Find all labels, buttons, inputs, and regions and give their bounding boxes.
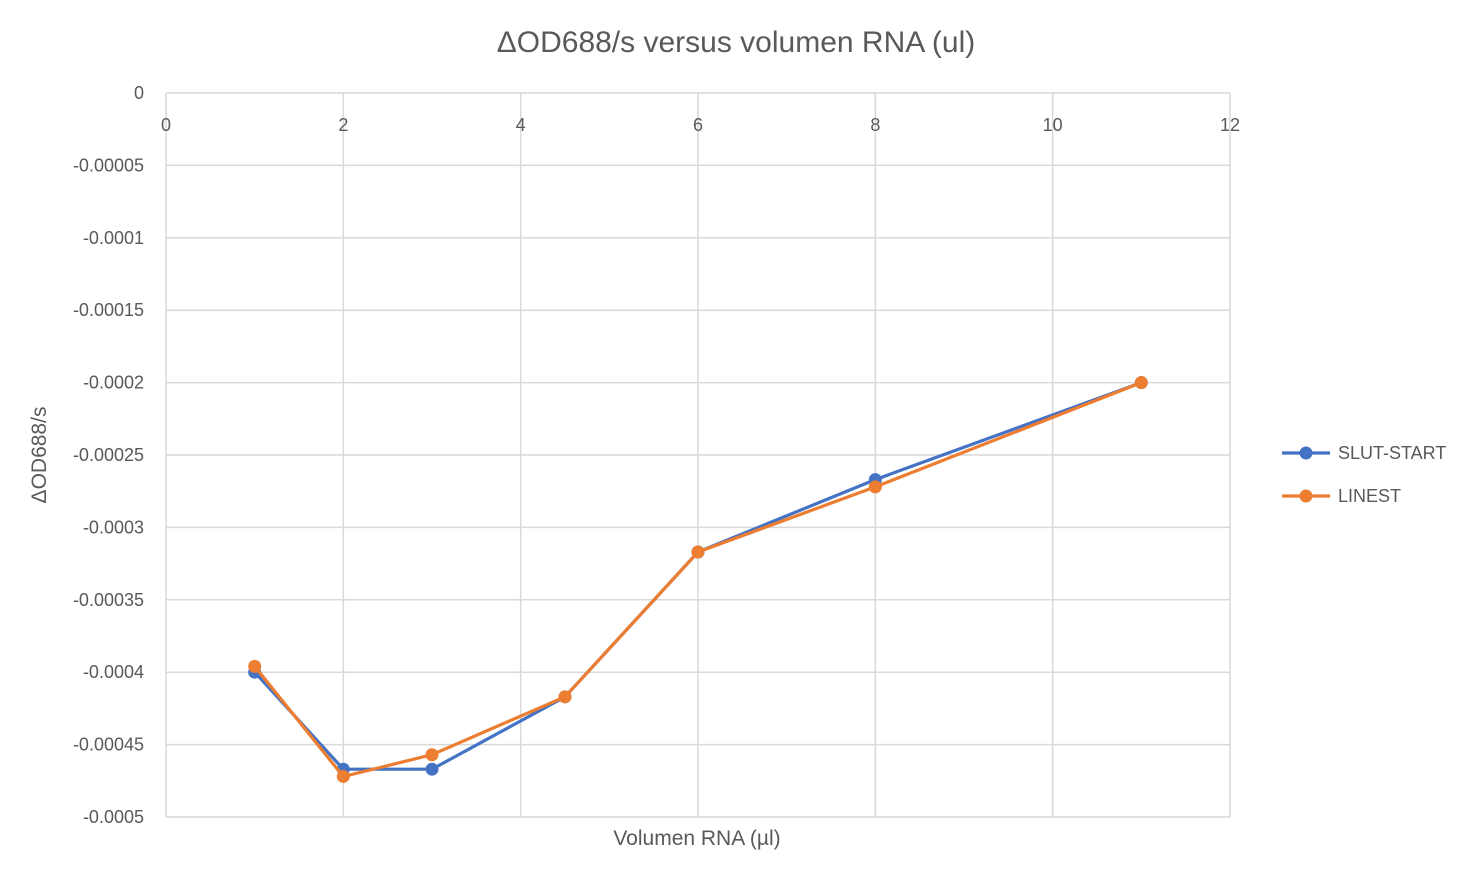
data-point bbox=[1134, 376, 1148, 390]
legend-marker bbox=[1299, 489, 1313, 503]
y-tick-label: -0.00015 bbox=[73, 300, 144, 320]
x-tick-label: 0 bbox=[161, 115, 171, 135]
x-tick-label: 12 bbox=[1220, 115, 1240, 135]
series-layer bbox=[248, 376, 1148, 783]
x-axis-ticks: 0 2 4 6 8 10 12 bbox=[161, 115, 1240, 135]
y-tick-label: -0.0001 bbox=[83, 228, 144, 248]
data-point bbox=[868, 480, 882, 494]
y-tick-label: -0.00025 bbox=[73, 445, 144, 465]
legend-item: SLUT-START bbox=[1282, 443, 1446, 463]
data-point bbox=[691, 545, 705, 559]
data-point bbox=[336, 769, 350, 783]
data-point bbox=[425, 748, 439, 762]
legend-marker bbox=[1299, 446, 1313, 460]
x-tick-label: 2 bbox=[338, 115, 348, 135]
chart-title: ΔOD688/s versus volumen RNA (ul) bbox=[497, 26, 976, 59]
legend-label: SLUT-START bbox=[1338, 443, 1446, 463]
data-point bbox=[248, 659, 262, 673]
y-tick-label: -0.0003 bbox=[83, 517, 144, 537]
x-tick-label: 10 bbox=[1043, 115, 1063, 135]
x-axis-title: Volumen RNA (µl) bbox=[613, 827, 780, 850]
legend-item: LINEST bbox=[1282, 486, 1401, 506]
y-tick-label: -0.0002 bbox=[83, 373, 144, 393]
y-tick-label: -0.00045 bbox=[73, 735, 144, 755]
series-linest bbox=[248, 376, 1148, 783]
y-tick-label: -0.0005 bbox=[83, 807, 144, 827]
gridlines bbox=[165, 92, 1231, 818]
y-axis-title: ΔOD688/s bbox=[28, 407, 51, 504]
y-axis-ticks: 0 -0.00005 -0.0001 -0.00015 -0.0002 -0.00025 -… bbox=[73, 83, 144, 827]
x-tick-label: 8 bbox=[870, 115, 880, 135]
y-tick-label: -0.0004 bbox=[83, 662, 144, 682]
y-tick-label: 0 bbox=[134, 83, 144, 103]
data-point bbox=[558, 690, 572, 704]
legend-label: LINEST bbox=[1338, 486, 1401, 506]
data-point bbox=[425, 762, 439, 776]
legend: SLUT-START LINEST bbox=[1282, 443, 1446, 506]
x-tick-label: 4 bbox=[516, 115, 526, 135]
y-tick-label: -0.00035 bbox=[73, 590, 144, 610]
x-tick-label: 6 bbox=[693, 115, 703, 135]
y-tick-label: -0.00005 bbox=[73, 155, 144, 175]
